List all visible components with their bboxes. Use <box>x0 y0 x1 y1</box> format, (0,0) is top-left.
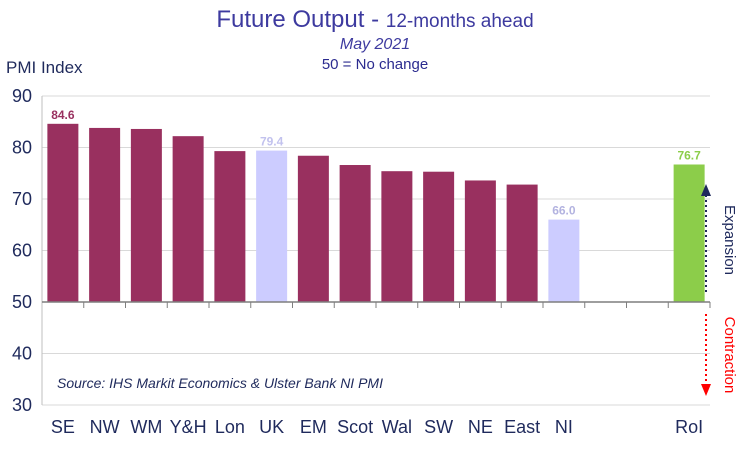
x-tick-label: WM <box>130 417 162 437</box>
data-label: 66.0 <box>552 204 576 218</box>
chart-subtitle-date: May 2021 <box>339 36 411 53</box>
x-tick-label: NW <box>90 417 120 437</box>
data-label: 76.7 <box>677 148 701 162</box>
x-tick-label: Lon <box>215 417 245 437</box>
x-tick-label: Wal <box>382 417 412 437</box>
y-tick-label: 90 <box>12 86 32 106</box>
bar <box>673 164 705 302</box>
data-label: 84.6 <box>51 108 75 122</box>
y-tick-label: 40 <box>12 344 32 364</box>
bar <box>47 123 79 302</box>
x-tick-label: NI <box>555 417 573 437</box>
chart-note: 50 = No change <box>321 56 429 73</box>
expansion-label: Expansion <box>721 205 738 275</box>
bar <box>130 128 162 302</box>
y-tick-label: 60 <box>12 241 32 261</box>
x-tick-label: Y&H <box>170 417 207 437</box>
bar <box>256 150 288 302</box>
bar <box>423 171 455 302</box>
bar <box>548 219 580 302</box>
bar <box>89 127 121 303</box>
bar <box>506 184 538 302</box>
bar <box>381 171 413 302</box>
x-tick-label: East <box>504 417 540 437</box>
chart-title-main: Future Output - <box>216 6 386 33</box>
y-tick-label: 30 <box>12 395 32 415</box>
x-tick-label: RoI <box>675 417 703 437</box>
contraction-label: Contraction <box>721 317 738 394</box>
chart-title: Future Output - 12-months ahead <box>0 6 750 34</box>
bar <box>172 136 204 302</box>
bar <box>339 165 371 302</box>
y-tick-label: 50 <box>12 292 32 312</box>
contraction-arrowhead <box>701 384 711 396</box>
data-label: 79.4 <box>260 135 284 149</box>
chart-title-suffix: 12-months ahead <box>385 11 534 32</box>
y-tick-label: 80 <box>12 138 32 158</box>
y-axis-label: PMI Index <box>6 58 83 77</box>
y-tick-label: 70 <box>12 189 32 209</box>
expansion-arrowhead <box>701 184 711 196</box>
bar <box>464 180 496 302</box>
x-tick-label: EM <box>300 417 327 437</box>
bar <box>297 155 329 302</box>
x-tick-label: UK <box>259 417 284 437</box>
bar <box>214 151 246 302</box>
source-note: Source: IHS Markit Economics & Ulster Ba… <box>57 375 383 391</box>
x-tick-label: Scot <box>337 417 373 437</box>
x-tick-label: SW <box>424 417 453 437</box>
x-tick-label: NE <box>468 417 493 437</box>
x-tick-label: SE <box>51 417 75 437</box>
